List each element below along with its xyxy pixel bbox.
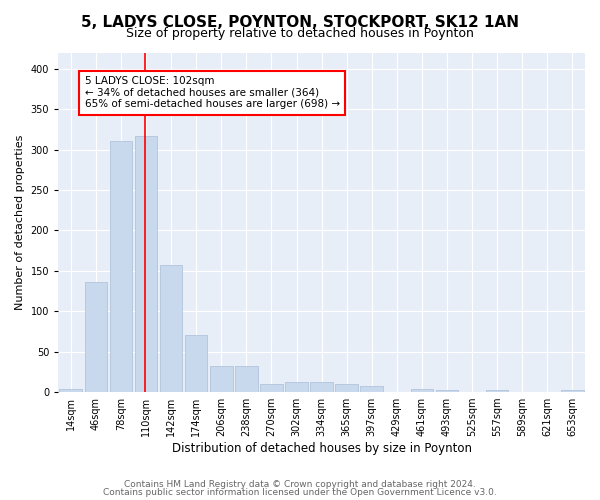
- Bar: [361, 386, 383, 392]
- Text: 5 LADYS CLOSE: 102sqm
← 34% of detached houses are smaller (364)
65% of semi-det: 5 LADYS CLOSE: 102sqm ← 34% of detached …: [85, 76, 340, 110]
- Bar: [85, 282, 107, 392]
- Bar: [410, 389, 433, 392]
- Bar: [210, 366, 233, 392]
- Bar: [59, 389, 82, 392]
- Text: Contains HM Land Registry data © Crown copyright and database right 2024.: Contains HM Land Registry data © Crown c…: [124, 480, 476, 489]
- Bar: [160, 265, 182, 392]
- Bar: [335, 384, 358, 392]
- Bar: [235, 366, 257, 392]
- Bar: [486, 390, 508, 392]
- Bar: [310, 382, 333, 392]
- Bar: [260, 384, 283, 392]
- Text: Contains public sector information licensed under the Open Government Licence v3: Contains public sector information licen…: [103, 488, 497, 497]
- Bar: [561, 390, 584, 392]
- Bar: [185, 336, 208, 392]
- Text: Size of property relative to detached houses in Poynton: Size of property relative to detached ho…: [126, 28, 474, 40]
- Bar: [135, 136, 157, 392]
- Bar: [110, 140, 132, 392]
- Bar: [436, 390, 458, 392]
- Bar: [285, 382, 308, 392]
- X-axis label: Distribution of detached houses by size in Poynton: Distribution of detached houses by size …: [172, 442, 472, 455]
- Text: 5, LADYS CLOSE, POYNTON, STOCKPORT, SK12 1AN: 5, LADYS CLOSE, POYNTON, STOCKPORT, SK12…: [81, 15, 519, 30]
- Y-axis label: Number of detached properties: Number of detached properties: [15, 134, 25, 310]
